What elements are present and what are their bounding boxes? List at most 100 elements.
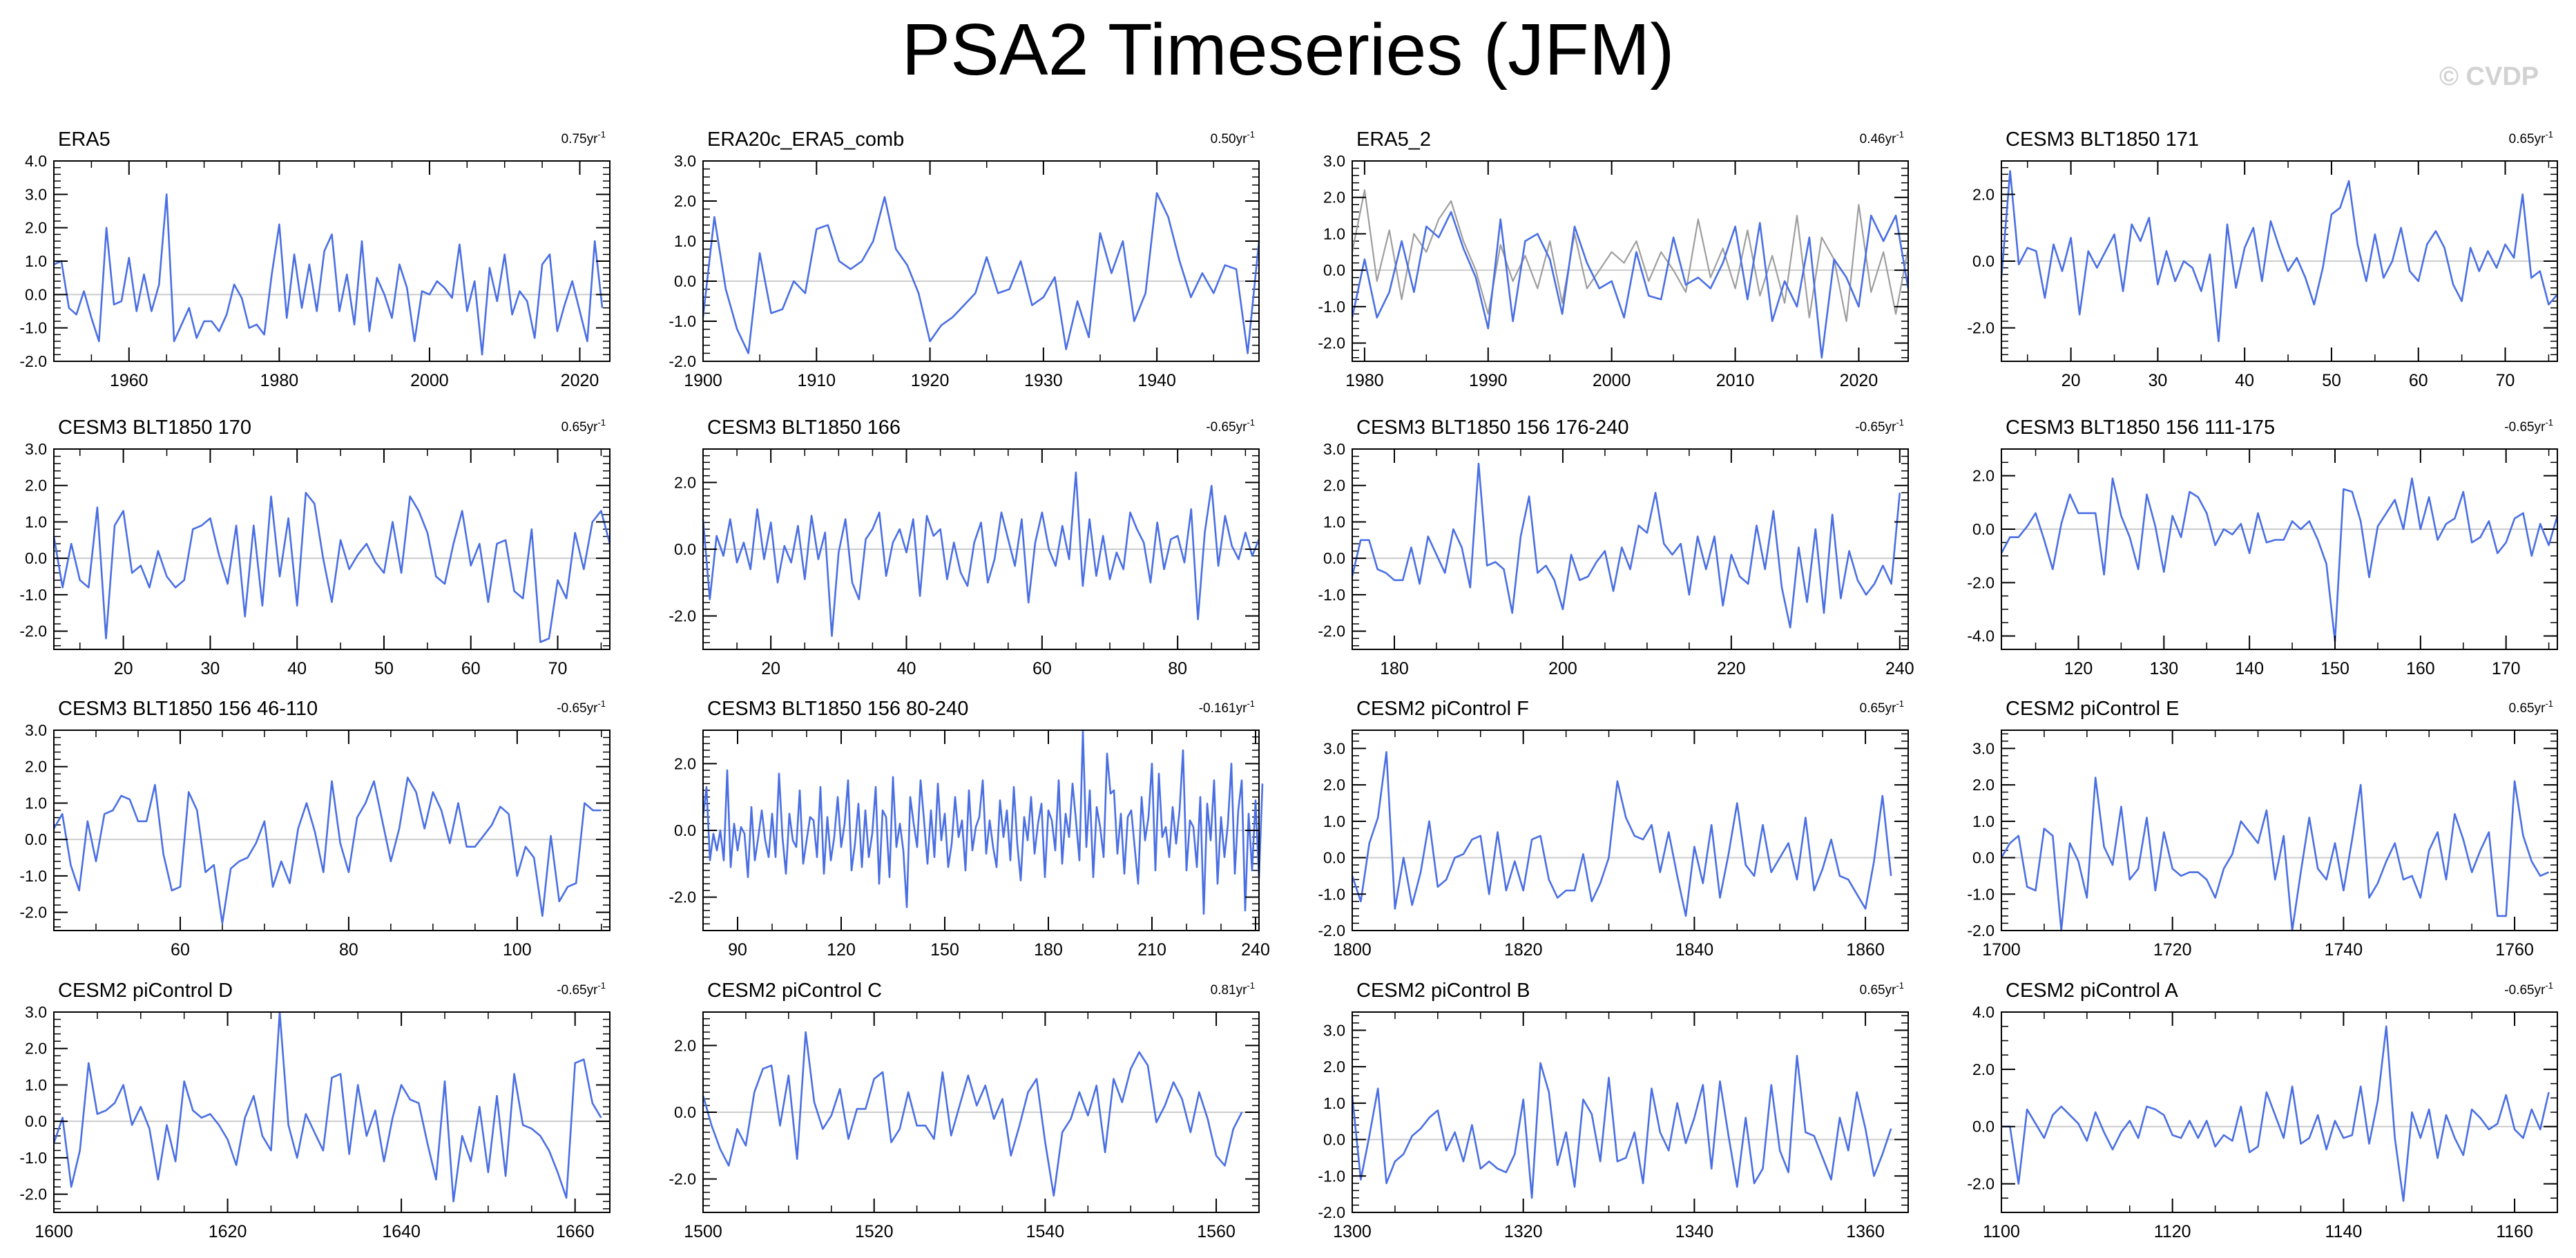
panel-cesm3-blt1850-166-trend-label: -0.65yr-1 — [1206, 417, 1255, 435]
panel-era20c-era5-comb: ERA20c_ERA5_comb 0.50yr-1 1900 1910 1920 1930… — [669, 128, 1260, 390]
panel-cesm3-blt1850-156-111-175-trend-label: -0.65yr-1 — [2504, 417, 2553, 435]
panel-cesm3-blt1850-171-x-tick-label: 20 — [2061, 371, 2081, 390]
panel-cesm2-picontrol-c-x-tick-label: 1520 — [855, 1222, 894, 1241]
panel-cesm3-blt1850-156-46-110-y-tick-label: 1.0 — [25, 794, 47, 812]
panel-cesm3-blt1850-170-x-tick-label: 20 — [114, 659, 133, 678]
panel-cesm3-blt1850-156-111-175-y-tick-label: 0.0 — [1972, 520, 1995, 538]
panel-cesm2-picontrol-a-x-tick-label: 1100 — [1983, 1222, 2020, 1241]
panel-era5-x-tick-label: 2020 — [561, 371, 599, 390]
panel-era5-x-tick-label: 1980 — [260, 371, 299, 390]
panel-era5-2-y-tick-label: -2.0 — [1318, 334, 1345, 352]
panel-cesm3-blt1850-170-trend-exponent: -1 — [597, 417, 606, 428]
panel-era5-2-x-tick-label: 1990 — [1469, 371, 1508, 390]
panel-cesm3-blt1850-156-111-175-x-tick-label: 140 — [2235, 659, 2264, 678]
panel-era5: ERA5 0.75yr-1 1960 1980 2000 2020 -2.0 -1.0 0.0 1… — [19, 128, 611, 390]
panel-cesm3-blt1850-166-y-tick-label: 2.0 — [674, 473, 696, 491]
panel-cesm3-blt1850-156-176-240-y-tick-label: -1.0 — [1318, 586, 1345, 604]
panel-cesm3-blt1850-156-111-175-frame — [2001, 448, 2558, 650]
panel-cesm2-picontrol-e-y-tick-label: 0.0 — [1972, 849, 1995, 867]
panel-cesm3-blt1850-171-trend-label: 0.65yr-1 — [2509, 129, 2553, 146]
panel-cesm2-picontrol-c-trend-exponent: -1 — [1247, 980, 1255, 991]
panel-cesm2-picontrol-c: CESM2 piControl C 0.81yr-1 1500 1520 1540 156… — [669, 980, 1260, 1241]
panel-cesm3-blt1850-156-80-240-x-tick-label: 120 — [827, 940, 856, 960]
panel-cesm3-blt1850-156-176-240-title: CESM3 BLT1850 156 176-240 — [1356, 417, 1628, 439]
panel-cesm2-picontrol-b-x-tick-label: 1340 — [1675, 1222, 1714, 1241]
panel-era5-2: ERA5_2 0.46yr-1 1980 1990 2000 2010 2020 -2.0 -1… — [1318, 128, 1910, 390]
panel-cesm3-blt1850-156-46-110-x-tick-label: 100 — [503, 940, 532, 960]
panel-cesm2-picontrol-d-series-cesm2-picontrol-d — [52, 1011, 602, 1203]
panel-cesm2-picontrol-d-title: CESM2 piControl D — [58, 980, 233, 1002]
panel-cesm3-blt1850-170-y-tick-label: 3.0 — [25, 440, 47, 458]
panel-cesm3-blt1850-156-111-175: CESM3 BLT1850 156 111-175 -0.65yr-1 120 130… — [1967, 417, 2559, 678]
panel-era5-y-tick-label: 1.0 — [25, 252, 47, 270]
panel-era5-trend-exponent: -1 — [597, 129, 606, 140]
panel-cesm3-blt1850-156-46-110-trend-exponent: -1 — [597, 698, 606, 709]
panel-cesm2-picontrol-f-x-tick-label: 1840 — [1675, 940, 1714, 960]
panel-cesm2-picontrol-f-trend-label: 0.65yr-1 — [1860, 698, 1904, 716]
panel-cesm3-blt1850-156-46-110-y-tick-label: 0.0 — [25, 830, 47, 848]
panel-cesm2-picontrol-b-x-tick-label: 1360 — [1846, 1222, 1885, 1241]
panel-era5-2-y-tick-label: 0.0 — [1323, 261, 1345, 279]
panel-cesm2-picontrol-f-trend-exponent: -1 — [1896, 698, 1904, 709]
panel-cesm3-blt1850-166-x-tick-label: 40 — [897, 659, 916, 678]
panel-cesm3-blt1850-166-y-tick-label: -2.0 — [669, 607, 696, 625]
panel-cesm3-blt1850-156-111-175-x-tick-label: 160 — [2406, 659, 2435, 678]
panel-era20c-era5-comb-trend-exponent: -1 — [1247, 129, 1255, 140]
panel-cesm3-blt1850-156-111-175-y-tick-label: -2.0 — [1967, 573, 1995, 591]
panel-cesm2-picontrol-e-frame — [2001, 730, 2558, 931]
panel-cesm2-picontrol-e-x-tick-label: 1700 — [1982, 940, 2021, 960]
panel-cesm2-picontrol-b-y-tick-label: 0.0 — [1323, 1131, 1345, 1149]
panel-cesm3-blt1850-166-title: CESM3 BLT1850 166 — [707, 417, 901, 439]
panel-cesm2-picontrol-f: CESM2 piControl F 0.65yr-1 1800 1820 1840 186… — [1318, 698, 1909, 960]
panel-cesm2-picontrol-d-frame — [53, 1011, 611, 1213]
panel-cesm2-picontrol-b-x-tick-label: 1320 — [1504, 1222, 1543, 1241]
panel-cesm2-picontrol-b-x-tick-label: 1300 — [1333, 1222, 1372, 1241]
panel-cesm2-picontrol-f-y-tick-label: 0.0 — [1323, 849, 1345, 867]
panel-cesm3-blt1850-156-80-240-y-tick-label: 0.0 — [674, 821, 696, 839]
panel-cesm2-picontrol-c-x-tick-label: 1560 — [1197, 1222, 1236, 1241]
panel-era5-y-tick-label: -1.0 — [19, 319, 47, 337]
panel-cesm3-blt1850-171-y-tick-label: -2.0 — [1967, 319, 1995, 337]
panel-era5-2-x-tick-label: 2010 — [1716, 371, 1755, 390]
panel-cesm2-picontrol-a-x-tick-label: 1160 — [2496, 1222, 2533, 1241]
panel-cesm3-blt1850-156-46-110-y-tick-label: 3.0 — [25, 721, 47, 739]
panel-era5-2-x-tick-label: 2000 — [1593, 371, 1631, 390]
panel-cesm2-picontrol-f-title: CESM2 piControl F — [1356, 698, 1529, 720]
panel-cesm3-blt1850-166-x-tick-label: 60 — [1032, 659, 1052, 678]
panel-cesm3-blt1850-156-46-110-trend-label: -0.65yr-1 — [557, 698, 606, 716]
panel-cesm3-blt1850-171-title: CESM3 BLT1850 171 — [2006, 128, 2199, 151]
panel-cesm3-blt1850-170-x-tick-label: 70 — [548, 659, 568, 678]
panel-era5-2-x-tick-label: 1980 — [1345, 371, 1384, 390]
panel-era20c-era5-comb-frame — [702, 160, 1260, 362]
panel-cesm2-picontrol-b-y-tick-label: 3.0 — [1323, 1021, 1345, 1039]
panel-era5-2-x-tick-label: 2020 — [1840, 371, 1878, 390]
panel-cesm3-blt1850-156-46-110-y-tick-label: -2.0 — [19, 904, 47, 922]
panel-cesm3-blt1850-166-x-tick-label: 80 — [1168, 659, 1187, 678]
panel-cesm3-blt1850-156-46-110-title: CESM3 BLT1850 156 46-110 — [58, 698, 318, 720]
panel-cesm3-blt1850-156-80-240-series-cesm3-blt1850-156-80-240 — [702, 729, 1264, 915]
panel-cesm3-blt1850-156-176-240-y-tick-label: 2.0 — [1323, 477, 1345, 495]
panel-cesm3-blt1850-156-176-240-x-tick-label: 200 — [1548, 659, 1577, 678]
panel-cesm3-blt1850-156-176-240-series-cesm3-blt1850-156-176-240 — [1351, 462, 1901, 629]
panel-cesm2-picontrol-a: CESM2 piControl A -0.65yr-1 1100 1120 1140 11… — [1967, 980, 2558, 1241]
panel-cesm3-blt1850-156-176-240-trend-exponent: -1 — [1896, 417, 1904, 428]
panel-era5-series-era5 — [53, 193, 604, 356]
panel-era20c-era5-comb-y-tick-label: -1.0 — [669, 312, 696, 330]
panel-cesm2-picontrol-a-trend-exponent: -1 — [2545, 980, 2553, 991]
panel-cesm2-picontrol-c-y-tick-label: -2.0 — [669, 1170, 696, 1188]
panel-cesm2-picontrol-b-title: CESM2 piControl B — [1356, 980, 1530, 1002]
panel-cesm2-picontrol-c-x-tick-label: 1540 — [1026, 1222, 1065, 1241]
panel-cesm3-blt1850-170-x-tick-label: 50 — [374, 659, 394, 678]
panel-cesm3-blt1850-156-80-240-title: CESM3 BLT1850 156 80-240 — [707, 698, 968, 720]
panel-cesm3-blt1850-156-80-240-x-tick-label: 240 — [1241, 940, 1270, 960]
panel-cesm2-picontrol-f-frame — [1352, 730, 1909, 931]
panel-cesm2-picontrol-e-x-tick-label: 1740 — [2325, 940, 2363, 960]
panel-era5-y-tick-label: -2.0 — [19, 352, 47, 370]
panel-cesm3-blt1850-166-trend-exponent: -1 — [1247, 417, 1255, 428]
panel-era20c-era5-comb-x-tick-label: 1900 — [684, 371, 722, 390]
panel-era20c-era5-comb-y-tick-label: 3.0 — [674, 152, 696, 170]
panel-cesm3-blt1850-156-176-240-trend-label: -0.65yr-1 — [1855, 417, 1904, 435]
panel-cesm2-picontrol-d-x-tick-label: 1620 — [209, 1222, 247, 1241]
panel-cesm3-blt1850-170-series-cesm3-blt1850-170 — [52, 491, 611, 643]
panel-cesm3-blt1850-156-176-240-x-tick-label: 220 — [1717, 659, 1746, 678]
